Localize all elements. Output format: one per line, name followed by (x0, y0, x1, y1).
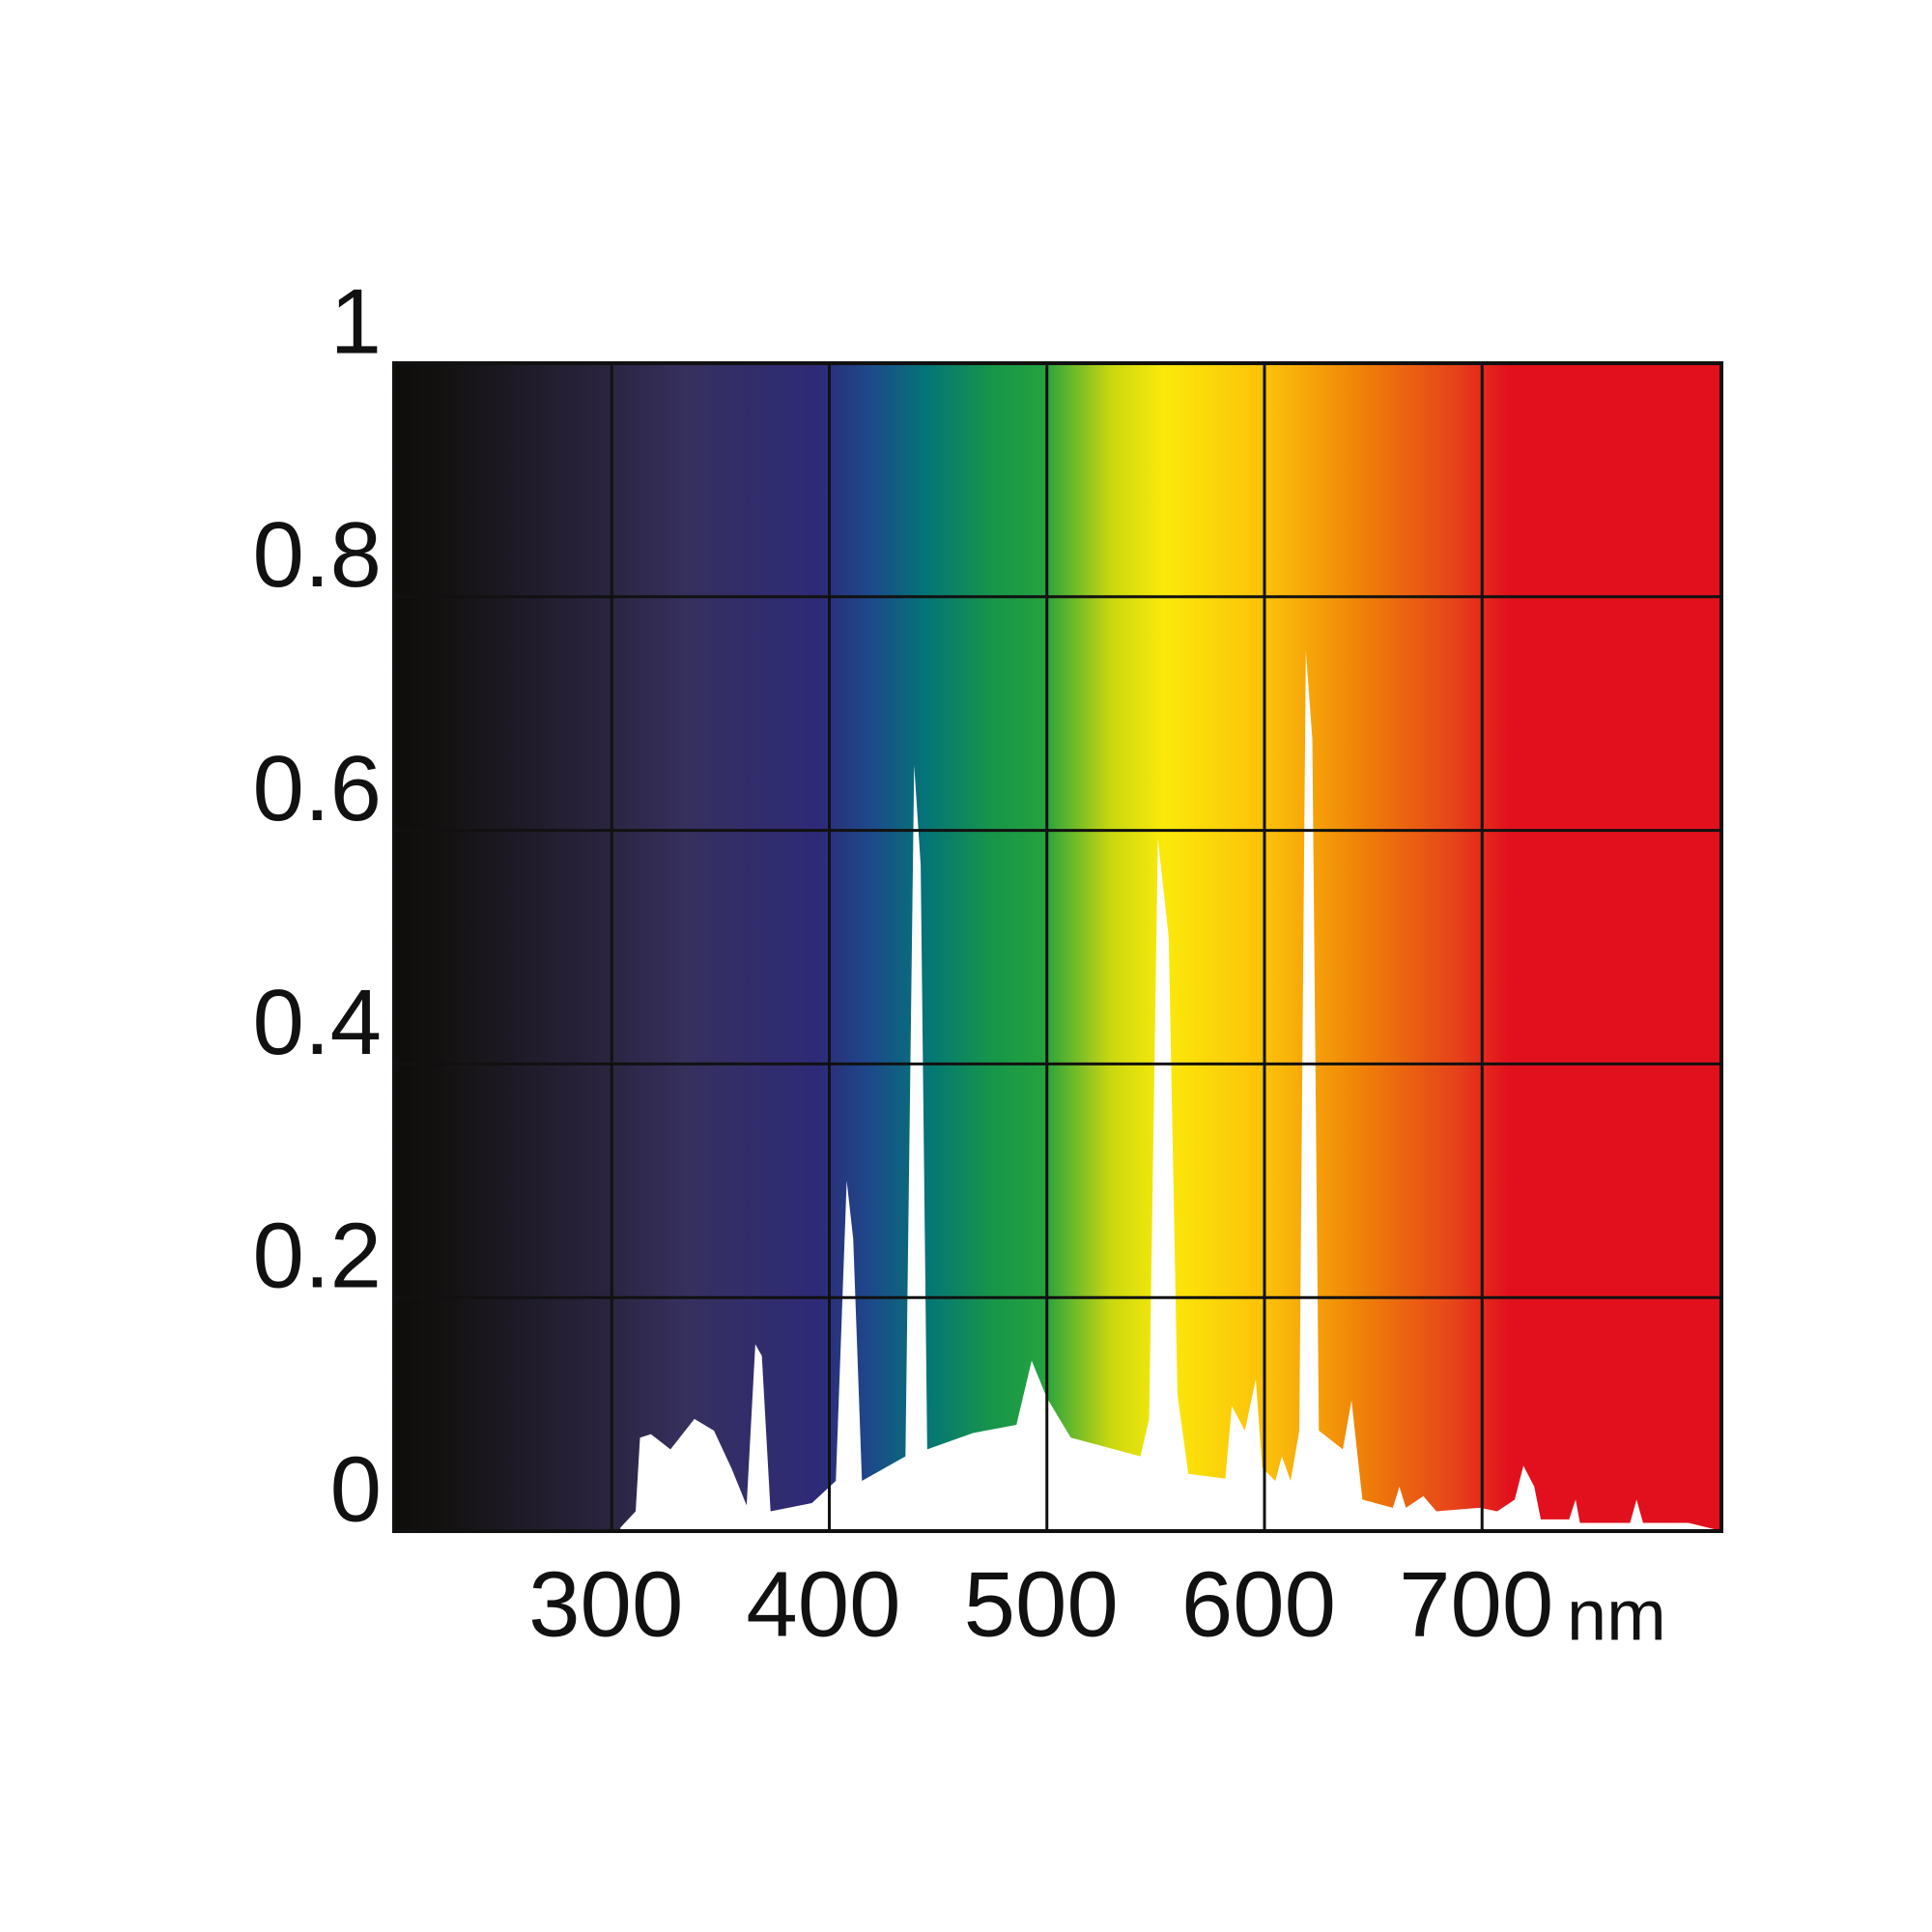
y-tick-label: 0.4 (253, 971, 382, 1074)
y-tick-label: 0 (330, 1437, 382, 1541)
x-tick-label: 700 (1399, 1552, 1553, 1656)
x-tick-label: 500 (964, 1552, 1119, 1656)
x-tick-label: 300 (528, 1552, 683, 1656)
plot-frame (392, 361, 1723, 1533)
y-tick-label: 1 (330, 270, 382, 373)
spectrum-area (620, 650, 1718, 1531)
y-tick-label: 0.6 (253, 737, 382, 840)
x-axis-unit: nm (1567, 1576, 1666, 1656)
spectrum-background (394, 363, 1721, 1531)
y-tick-label: 0.8 (253, 503, 382, 607)
y-tick-label: 0.2 (253, 1205, 382, 1308)
x-tick-label: 600 (1181, 1552, 1336, 1656)
x-tick-label: 400 (746, 1552, 900, 1656)
